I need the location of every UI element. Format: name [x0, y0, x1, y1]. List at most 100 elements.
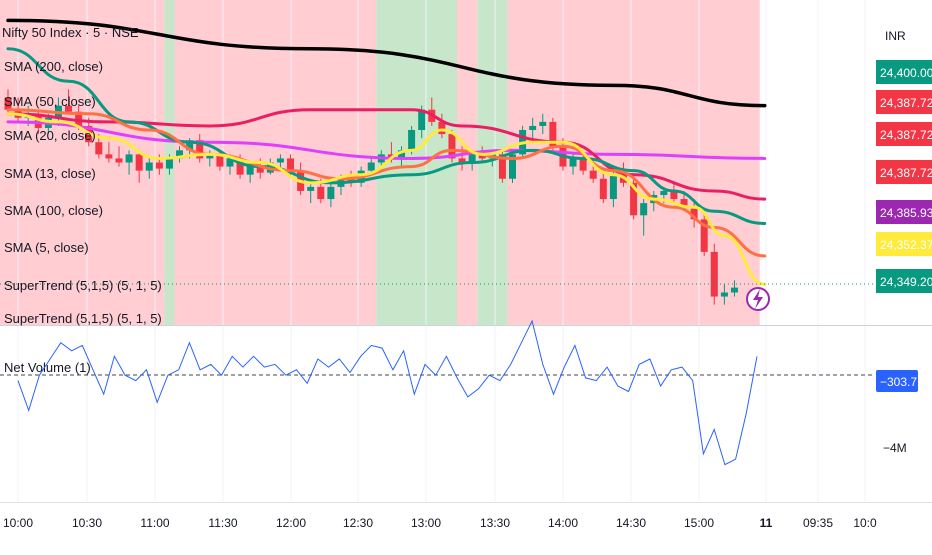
- supertrend-zone-down: [174, 0, 377, 325]
- candle-body: [700, 219, 708, 252]
- sma-line-sma-100: [6, 120, 767, 160]
- candle[interactable]: [105, 142, 113, 163]
- legend-supertrend-1[interactable]: SuperTrend (5,1,5) (5, 1, 5): [4, 278, 162, 293]
- candle-body: [609, 174, 617, 200]
- candle-body: [529, 125, 537, 130]
- candle[interactable]: [135, 150, 143, 183]
- volume-title[interactable]: Net Volume (1): [4, 360, 91, 375]
- legend-sma5[interactable]: SMA (5, close): [4, 240, 89, 255]
- indicator-legend[interactable]: Nifty 50 Index · 5 · NSE SMA (200, close…: [2, 25, 162, 326]
- symbol-title[interactable]: Nifty 50 Index · 5 · NSE: [2, 25, 139, 40]
- legend-sma200[interactable]: SMA (200, close): [4, 59, 103, 74]
- candle-body: [589, 170, 597, 179]
- price-tag-bg: [876, 90, 932, 114]
- candle[interactable]: [145, 158, 153, 179]
- candle-body: [4, 97, 12, 110]
- candle[interactable]: [327, 182, 335, 208]
- candle-body: [579, 158, 587, 171]
- candle-body: [226, 158, 234, 167]
- price-tag-label: 24,400.00: [880, 66, 932, 80]
- candle-body: [95, 142, 103, 155]
- time-label: 11: [760, 516, 773, 530]
- time-label: 14:00: [548, 516, 578, 530]
- candle-body: [155, 162, 163, 169]
- candle[interactable]: [609, 170, 617, 208]
- price-tag-bg: [876, 160, 932, 184]
- candle-body: [125, 154, 133, 163]
- candle-body: [216, 154, 224, 167]
- time-label: 15:00: [684, 516, 714, 530]
- candle-body: [680, 199, 688, 208]
- time-label: 12:00: [276, 516, 306, 530]
- candle-body: [206, 154, 214, 159]
- time-label: 13:30: [480, 516, 510, 530]
- candle[interactable]: [700, 211, 708, 256]
- price-tag-label: 24,352.37: [880, 238, 932, 252]
- legend-supertrend-2[interactable]: SuperTrend (5,1,5) (5, 1, 5): [4, 311, 162, 326]
- candle[interactable]: [398, 146, 406, 167]
- grid: [17, 0, 866, 502]
- candle[interactable]: [176, 146, 184, 163]
- candle[interactable]: [196, 134, 204, 163]
- sma-line-sma-20: [6, 47, 767, 225]
- legend-sma100[interactable]: SMA (100, close): [4, 203, 103, 218]
- candle[interactable]: [438, 113, 446, 139]
- candle[interactable]: [115, 146, 123, 167]
- legend-sma13[interactable]: SMA (13, close): [4, 166, 96, 181]
- time-label: 09:35: [803, 516, 833, 530]
- candle-body: [246, 166, 254, 175]
- candle-body: [276, 158, 284, 163]
- candle[interactable]: [640, 199, 648, 236]
- volume-last-label: −303.7K: [880, 375, 925, 389]
- volume-last-tag: [876, 370, 918, 392]
- price-tag: 24,387.72: [876, 122, 932, 146]
- legend-sma50[interactable]: SMA (50, close): [4, 94, 96, 109]
- currency-label: INR: [885, 29, 906, 43]
- candle[interactable]: [710, 243, 718, 305]
- candle[interactable]: [65, 89, 73, 114]
- candle-body: [468, 154, 476, 163]
- candle-body: [75, 111, 83, 126]
- candle[interactable]: [599, 170, 607, 204]
- candle-body: [418, 109, 426, 130]
- price-tag-bg: [876, 122, 932, 146]
- price-tags: 24,400.00 24,387.72 24,387.72 24,387.72 24,3…: [876, 60, 932, 293]
- candle[interactable]: [539, 113, 547, 135]
- sma-line-sma-200: [6, 18, 767, 108]
- candle-body: [670, 190, 678, 200]
- time-label: 12:30: [343, 516, 373, 530]
- candle-body: [287, 158, 295, 171]
- candle[interactable]: [730, 280, 738, 297]
- candle-body: [145, 162, 153, 171]
- candle-body: [327, 186, 335, 200]
- time-label: 10:00: [3, 516, 33, 530]
- candle-body: [438, 121, 446, 135]
- candle[interactable]: [509, 150, 516, 183]
- candle-body: [398, 150, 406, 159]
- price-tag-label: 24,385.93: [880, 206, 932, 220]
- supertrend-zone-down: [507, 0, 760, 325]
- candle[interactable]: [690, 199, 698, 228]
- time-label: 11:00: [140, 516, 169, 530]
- candle-body: [186, 140, 194, 151]
- time-axis[interactable]: 10:00 10:30 11:00 11:30 12:00 12:30 13:00 13:30…: [3, 516, 877, 530]
- candle-body: [630, 182, 638, 216]
- candle[interactable]: [720, 284, 728, 305]
- candle-body: [599, 178, 607, 200]
- candle[interactable]: [670, 182, 678, 204]
- candle[interactable]: [549, 117, 557, 151]
- volume-tick-label: −4M: [883, 441, 907, 455]
- candle-body: [408, 130, 416, 151]
- candle-body: [720, 292, 728, 297]
- candle[interactable]: [125, 150, 133, 175]
- legend-sma20[interactable]: SMA (20, close): [4, 128, 96, 143]
- candle-body: [549, 121, 557, 147]
- price-tag-bg: [876, 232, 932, 256]
- candle-body: [458, 158, 466, 163]
- candle-body: [34, 113, 42, 128]
- price-tag: 24,400.00: [876, 60, 932, 84]
- lightning-icon[interactable]: [746, 287, 770, 311]
- candle-body: [478, 154, 486, 159]
